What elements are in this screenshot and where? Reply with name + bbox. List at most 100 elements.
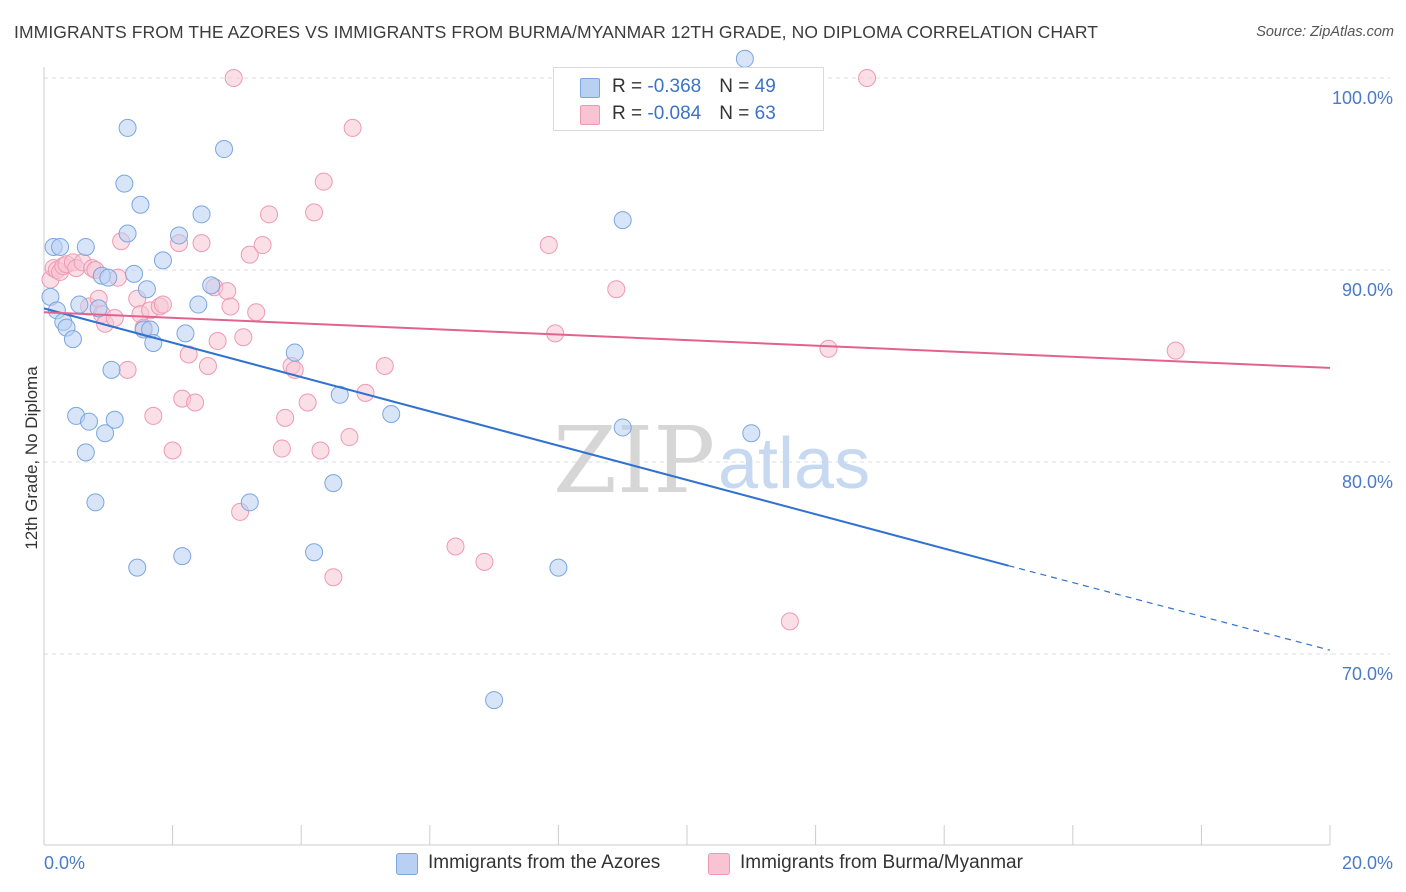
azores-point: [99, 268, 118, 287]
burma-point: [607, 280, 626, 299]
legend-n-label: N =: [719, 76, 755, 97]
legend-r-label: R =: [612, 76, 648, 97]
azores-trend-extension: [1008, 565, 1331, 651]
azores-point: [215, 140, 234, 159]
legend-r-label: R =: [612, 103, 648, 124]
azores-point: [86, 493, 105, 512]
burma-points: [41, 69, 1185, 631]
azores-point: [118, 118, 137, 137]
azores-point: [613, 211, 632, 230]
legend-n-value-burma: 63: [754, 103, 776, 124]
burma-point: [324, 568, 343, 587]
azores-point: [96, 424, 115, 443]
burma-point: [375, 357, 394, 375]
legend-swatch-burma: [580, 105, 600, 125]
y-tick-label: 70.0%: [1342, 664, 1393, 684]
azores-point: [80, 412, 99, 431]
watermark-atlas: atlas: [718, 424, 870, 504]
burma-point: [186, 393, 205, 412]
y-axis-label: 12th Grade, No Diploma: [22, 366, 41, 550]
burma-point: [118, 360, 137, 379]
burma-point: [163, 441, 182, 460]
legend-label-burma: Immigrants from Burma/Myanmar: [740, 852, 1023, 873]
y-tick-label: 90.0%: [1342, 280, 1393, 300]
burma-point: [260, 205, 279, 224]
burma-point: [247, 303, 266, 322]
legend-r-value-azores: -0.368: [647, 76, 702, 97]
burma-point: [314, 172, 333, 191]
azores-point: [324, 474, 343, 493]
legend-n-value-azores: 49: [754, 76, 776, 97]
burma-point: [208, 332, 227, 351]
azores-point: [131, 195, 150, 214]
burma-point: [340, 428, 359, 447]
azores-point: [742, 424, 761, 443]
burma-point: [298, 393, 317, 412]
azores-point: [102, 360, 121, 379]
burma-point: [105, 309, 124, 327]
chart-title: IMMIGRANTS FROM THE AZORES VS IMMIGRANTS…: [14, 22, 1099, 42]
burma-point: [343, 118, 362, 137]
azores-point: [173, 547, 192, 566]
burma-point: [276, 408, 295, 427]
x-tick-labels: 0.0% 20.0%: [44, 853, 1393, 873]
azores-point: [89, 299, 108, 318]
legend-n-label: N =: [719, 103, 755, 124]
legend-swatch-burma: [708, 853, 730, 875]
azores-point: [176, 324, 195, 343]
burma-point: [153, 295, 172, 314]
azores-point: [125, 264, 144, 283]
azores-trend-line: [43, 307, 1009, 567]
azores-point: [51, 237, 70, 256]
x-tick-label: 20.0%: [1342, 853, 1393, 873]
burma-point: [858, 69, 877, 87]
azores-point: [105, 410, 124, 429]
azores-points: [41, 49, 761, 710]
azores-point: [305, 543, 324, 562]
y-tick-labels: 100.0% 90.0% 80.0% 70.0%: [1332, 88, 1393, 684]
burma-point: [819, 339, 838, 358]
azores-point: [76, 237, 95, 256]
burma-point: [780, 612, 799, 631]
burma-trend-line: [43, 311, 1331, 369]
burma-point: [539, 236, 558, 255]
source-label: Source: ZipAtlas.com: [1256, 24, 1394, 40]
burma-point: [192, 234, 211, 253]
y-tick-label: 80.0%: [1342, 472, 1393, 492]
burma-point: [311, 441, 330, 460]
burma-point: [224, 69, 243, 87]
azores-point: [202, 276, 221, 295]
azores-point: [137, 280, 156, 299]
x-tick-label: 0.0%: [44, 853, 85, 873]
azores-point: [192, 205, 211, 224]
burma-point: [144, 406, 163, 425]
burma-point: [1166, 341, 1185, 360]
azores-point: [115, 174, 134, 193]
watermark-zip: ZIP: [553, 407, 715, 514]
azores-point: [549, 558, 568, 577]
correlation-legend: R = -0.368 N = 49 R = -0.084 N = 63: [553, 67, 824, 131]
azores-point: [118, 224, 137, 243]
burma-point: [305, 203, 324, 222]
burma-point: [221, 297, 240, 316]
burma-point: [253, 236, 272, 255]
azores-point: [735, 49, 754, 68]
y-tick-label: 100.0%: [1332, 88, 1393, 108]
burma-point: [218, 282, 237, 301]
burma-point: [475, 552, 494, 571]
legend-r-value-burma: -0.084: [647, 103, 702, 124]
legend-label-azores: Immigrants from the Azores: [428, 852, 661, 873]
azores-point: [613, 418, 632, 437]
burma-point: [234, 328, 253, 347]
series-legend: Immigrants from the Azores Immigrants fr…: [0, 851, 1406, 879]
azores-point: [382, 405, 401, 423]
azores-point: [70, 295, 89, 314]
legend-swatch-azores: [580, 78, 600, 98]
trend-lines: [43, 307, 1331, 651]
azores-point: [240, 493, 259, 512]
burma-point: [240, 245, 259, 264]
azores-point: [170, 226, 189, 245]
burma-point: [272, 439, 291, 458]
burma-point: [198, 357, 217, 375]
